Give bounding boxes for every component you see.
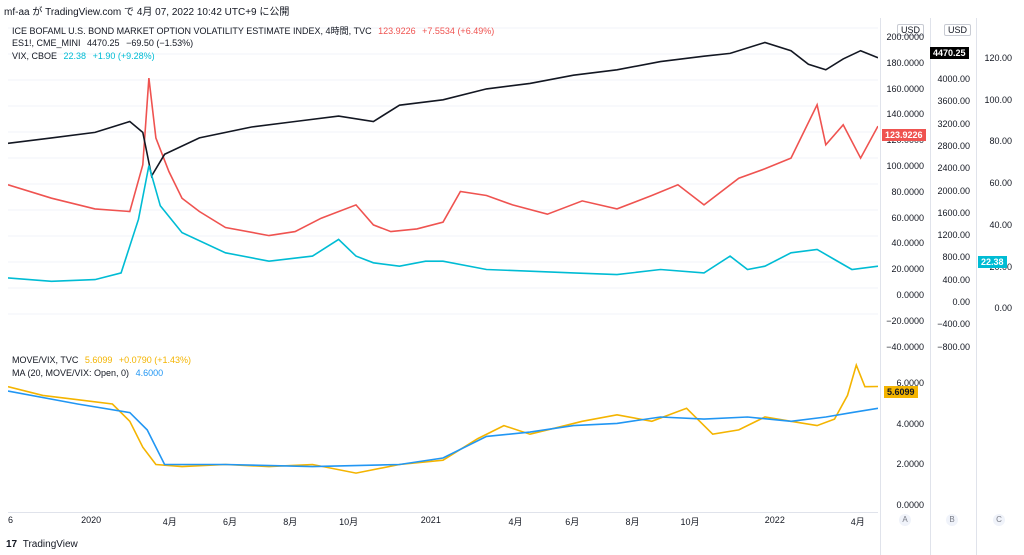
legend-es-label: ES1!, CME_MINI	[12, 38, 81, 48]
currency-label-move[interactable]: USD	[897, 24, 925, 36]
legend-ratio-change: +0.0790 (+1.43%)	[118, 355, 191, 365]
ratio-tick-label: 0.0000	[896, 499, 924, 510]
es-tick-label: 3200.00	[937, 118, 970, 129]
move-tick-label: 80.0000	[891, 186, 924, 197]
vix-price-axis[interactable]	[976, 18, 1023, 555]
vix-tick-label: 80.00	[989, 136, 1012, 147]
tradingview-logo-icon: 17	[6, 539, 18, 550]
legend-move-label: ICE BOFAML U.S. BOND MARKET OPTION VOLAT…	[12, 26, 372, 36]
ratio-tick-label: 4.0000	[896, 418, 924, 429]
lower-chart-svg[interactable]	[7, 350, 879, 512]
upper-chart-svg[interactable]	[7, 18, 879, 345]
vix-tick-label: 0.00	[994, 303, 1012, 314]
vix-tick-label: 60.00	[989, 178, 1012, 189]
es-tick-label: 2000.00	[937, 185, 970, 196]
legend-es-change: −69.50 (−1.53%)	[126, 38, 194, 48]
pane-button-a[interactable]: A	[899, 514, 911, 526]
legend-vix-change: +1.90 (+9.28%)	[92, 51, 155, 61]
move-tick-label: 200.0000	[886, 32, 924, 42]
time-tick-label: 10月	[339, 517, 359, 527]
legend-ma: MA (20, MOVE/VIX: Open, 0) 4.6000	[12, 368, 167, 378]
time-tick-label: 2020	[81, 515, 102, 525]
ratio-price-tag: 5.6099	[884, 386, 918, 398]
es-tick-label: −400.00	[937, 319, 970, 330]
vix-price-tag: 22.38	[978, 256, 1007, 268]
publish-header: mf-aa が TradingView.com で 4月 07, 2022 10…	[4, 7, 290, 18]
upper-chart-pane[interactable]: ICE BOFAML U.S. BOND MARKET OPTION VOLAT…	[7, 18, 879, 345]
move-tick-label: 180.0000	[886, 57, 924, 68]
move-tick-label: −40.0000	[886, 341, 924, 352]
legend-vix: VIX, CBOE 22.38 +1.90 (+9.28%)	[12, 51, 159, 61]
legend-move: ICE BOFAML U.S. BOND MARKET OPTION VOLAT…	[12, 24, 498, 37]
es-tick-label: 2400.00	[937, 163, 970, 174]
footer-branding[interactable]: 17 TradingView	[6, 539, 78, 550]
move-tick-label: 0.0000	[896, 290, 924, 300]
move-tick-label: 20.0000	[891, 264, 924, 275]
es-tick-label: 1200.00	[937, 230, 970, 241]
es-price-tag: 4470.25	[930, 47, 969, 59]
es-tick-label: 400.00	[942, 274, 970, 285]
currency-label-es[interactable]: USD	[944, 24, 972, 36]
time-tick-label: 4月	[508, 517, 523, 527]
es-tick-label: 0.00	[952, 297, 970, 307]
time-tick-label: 6	[8, 515, 14, 525]
move-price-tag: 123.9226	[882, 129, 926, 141]
time-tick-label: 8月	[283, 517, 298, 527]
es-tick-label: 800.00	[942, 252, 970, 263]
legend-es: ES1!, CME_MINI 4470.25 −69.50 (−1.53%)	[12, 38, 197, 48]
legend-ratio-value: 5.6099	[84, 355, 113, 365]
move-tick-label: 60.0000	[891, 212, 924, 223]
vix-tick-label: 120.00	[984, 53, 1012, 63]
pane-button-c[interactable]: C	[993, 514, 1005, 526]
move-tick-label: 140.0000	[886, 109, 924, 120]
es-tick-label: 2800.00	[937, 140, 970, 151]
es-series-line	[7, 41, 879, 179]
vix-tick-label: 100.00	[984, 94, 1012, 105]
es-tick-label: 3600.00	[937, 96, 970, 107]
time-tick-label: 8月	[625, 517, 640, 527]
ratio-tick-label: 2.0000	[896, 459, 924, 469]
move-tick-label: 160.0000	[886, 83, 924, 94]
legend-vix-label: VIX, CBOE	[12, 51, 58, 61]
vix-series-line	[7, 165, 879, 283]
ratio-series-line	[7, 362, 879, 474]
move-tick-label: 40.0000	[891, 238, 924, 249]
legend-ma-value: 4.6000	[135, 368, 164, 378]
time-tick-label: 6月	[223, 517, 238, 527]
move-series-line	[7, 78, 879, 237]
time-tick-label: 4月	[162, 517, 177, 527]
move-tick-label: −20.0000	[886, 315, 924, 326]
ratio-tick-label: 6.0000	[896, 378, 924, 388]
legend-move-value: 123.9226	[378, 26, 416, 36]
move-tick-label: 100.0000	[886, 161, 924, 171]
upper-grid	[8, 27, 878, 315]
pane-button-b[interactable]: B	[946, 514, 958, 526]
legend-move-change: +7.5534 (+6.49%)	[422, 26, 495, 36]
time-axis[interactable]: 6 2020 4月 6月 8月 10月 2021 4月 6月 8月 10月 2022 4月	[8, 512, 878, 529]
ma-series-line	[7, 390, 879, 468]
es-tick-label: 1600.00	[937, 207, 970, 218]
time-tick-label: 2022	[764, 515, 785, 525]
footer-brand: TradingView	[22, 539, 78, 550]
time-tick-label: 6月	[565, 517, 580, 527]
legend-ratio-label: MOVE/VIX, TVC	[12, 355, 79, 365]
lower-chart-pane[interactable]: MOVE/VIX, TVC 5.6099 +0.0790 (+1.43%) MA…	[7, 350, 879, 512]
time-tick-label: 2021	[420, 515, 441, 525]
move-price-axis[interactable]	[880, 18, 929, 555]
time-tick-label: 10月	[680, 517, 700, 527]
legend-es-value: 4470.25	[87, 38, 120, 48]
es-price-axis[interactable]	[930, 18, 975, 555]
legend-vix-value: 22.38	[63, 51, 87, 61]
time-tick-label: 4月	[850, 517, 865, 527]
es-tick-label: 4000.00	[937, 74, 970, 84]
legend-ratio: MOVE/VIX, TVC 5.6099 +0.0790 (+1.43%)	[12, 355, 195, 365]
vix-tick-label: 40.00	[989, 219, 1012, 230]
legend-ma-label: MA (20, MOVE/VIX: Open, 0)	[12, 368, 130, 378]
es-tick-label: −800.00	[937, 341, 970, 352]
